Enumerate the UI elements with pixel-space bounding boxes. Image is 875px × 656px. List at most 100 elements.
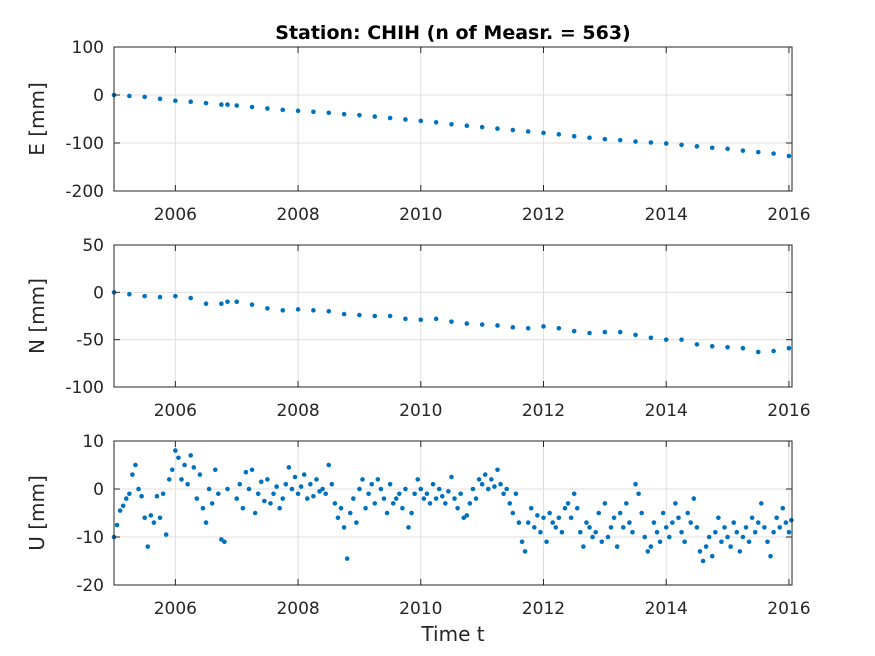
u-data-point [169, 467, 175, 473]
u-data-point [700, 558, 706, 564]
u-data-point [449, 474, 454, 480]
e-data-point [418, 118, 424, 124]
u-data-point [476, 477, 482, 482]
u-data-point [216, 491, 221, 497]
e-data-point [648, 140, 654, 145]
u-data-point [173, 448, 178, 453]
u-data-point [439, 493, 445, 499]
u-data-point [703, 544, 709, 549]
u-data-point [240, 505, 246, 511]
e-plot-area [114, 47, 792, 191]
u-data-point [458, 491, 463, 497]
u-data-point [166, 477, 172, 482]
u-data-point [596, 510, 602, 516]
u-data-point [120, 503, 126, 509]
n-data-point [617, 329, 623, 335]
u-data-point [390, 501, 396, 506]
u-data-point [335, 515, 341, 521]
u-data-point [636, 491, 641, 497]
n-data-point [571, 328, 577, 334]
u-data-point [777, 525, 783, 530]
u-data-point [258, 479, 264, 485]
u-data-point [127, 491, 132, 497]
u-data-point [746, 539, 752, 545]
n-data-point [219, 301, 224, 306]
n-x-tick-label: 2016 [767, 401, 810, 421]
u-data-point [593, 529, 598, 535]
u-data-point [663, 525, 669, 530]
u-y-tick-label: -20 [76, 576, 104, 596]
u-data-point [547, 510, 552, 516]
u-data-point [624, 501, 629, 506]
n-axes-box [113, 244, 793, 388]
e-data-point [510, 127, 516, 133]
u-data-point [768, 553, 773, 559]
u-data-point [510, 510, 516, 516]
n-data-point [541, 324, 546, 329]
u-x-tick-label: 2016 [767, 599, 810, 619]
u-data-point [507, 501, 513, 506]
u-data-point [311, 493, 316, 499]
u-x-tick-label: 2006 [154, 599, 197, 619]
u-data-point [280, 496, 286, 501]
u-y-tick-label: -10 [76, 528, 104, 548]
u-data-point [528, 505, 534, 511]
e-data-point [387, 115, 393, 121]
u-data-point [203, 520, 209, 525]
u-data-point [347, 510, 353, 516]
u-data-point [639, 510, 644, 516]
n-data-point [633, 332, 638, 338]
u-data-point [706, 534, 712, 540]
u-data-point [780, 505, 786, 511]
u-data-point [568, 515, 574, 521]
u-data-point [400, 505, 405, 511]
u-data-point [157, 515, 163, 521]
n-y-tick-label: -100 [65, 378, 104, 398]
u-data-point [633, 481, 638, 487]
u-data-point [142, 515, 147, 521]
u-data-point [743, 525, 749, 530]
e-data-point [602, 136, 608, 142]
u-data-point [725, 534, 730, 540]
u-data-point [608, 525, 614, 530]
u-data-point [286, 465, 292, 470]
u-axes-box [113, 440, 793, 586]
u-data-point [565, 501, 571, 506]
u-data-point [783, 520, 789, 525]
u-data-point [265, 477, 270, 482]
u-data-point [719, 539, 724, 545]
n-data-point [725, 344, 730, 350]
u-data-point [421, 496, 427, 501]
u-data-point [651, 520, 657, 525]
e-data-point [127, 93, 132, 99]
u-data-point [697, 549, 703, 554]
e-data-point [755, 149, 761, 155]
e-data-point [403, 117, 408, 122]
u-data-point [666, 534, 672, 540]
n-data-point [449, 319, 454, 324]
figure-title: Station: CHIH (n of Measr. = 563) [275, 22, 630, 44]
u-data-point [301, 472, 307, 477]
u-data-point [688, 520, 694, 525]
u-data-point [716, 515, 721, 521]
e-data-point [617, 137, 623, 143]
n-data-point [387, 313, 393, 319]
u-data-point [479, 481, 485, 487]
u-data-point [277, 505, 282, 511]
u-data-point [163, 532, 169, 537]
e-x-tick-label: 2008 [276, 205, 319, 225]
u-data-point [117, 508, 123, 513]
u-data-point [130, 472, 135, 477]
n-x-tick-label: 2014 [645, 401, 688, 421]
u-data-point [495, 467, 500, 473]
e-y-axis-label: E [mm] [25, 82, 49, 156]
u-data-point [433, 496, 439, 501]
n-data-point [280, 308, 286, 313]
u-data-point [298, 484, 304, 489]
u-data-point [498, 481, 503, 487]
u-data-point [562, 505, 568, 511]
u-data-point [191, 465, 197, 470]
u-x-tick-label: 2008 [276, 599, 319, 619]
u-data-point [722, 525, 727, 530]
u-data-point [292, 474, 298, 480]
